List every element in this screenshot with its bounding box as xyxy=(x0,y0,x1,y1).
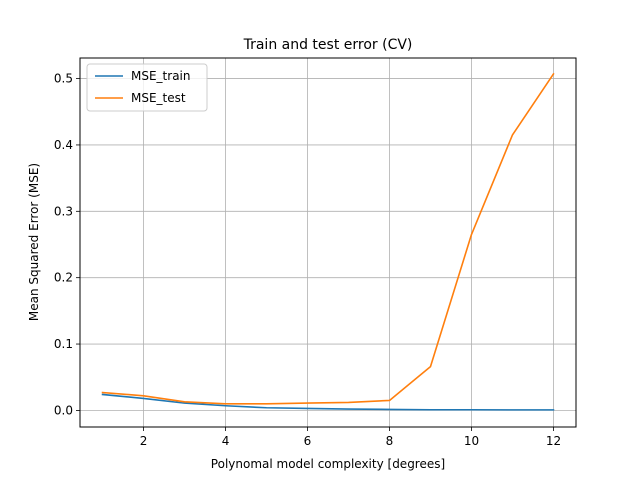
y-tick-label: 0.0 xyxy=(54,403,73,417)
legend-label-mse-train: MSE_train xyxy=(131,69,190,83)
x-tick-label: 4 xyxy=(222,434,230,448)
x-tick-label: 8 xyxy=(386,434,394,448)
y-tick-label: 0.3 xyxy=(54,204,73,218)
series-line-mse-train xyxy=(101,393,555,411)
legend-label-mse-test: MSE_test xyxy=(131,91,186,105)
series-line-mse-test xyxy=(101,72,555,405)
x-tick-label: 2 xyxy=(140,434,148,448)
data-series xyxy=(101,72,555,411)
y-tick-label: 0.1 xyxy=(54,337,73,351)
x-tick-label: 12 xyxy=(546,434,561,448)
legend: MSE_train MSE_test xyxy=(86,63,208,112)
grid-lines xyxy=(80,58,576,427)
y-tick-label: 0.4 xyxy=(54,138,73,152)
x-tick-label: 6 xyxy=(304,434,312,448)
plot-frame xyxy=(79,57,577,428)
y-tick-label: 0.5 xyxy=(54,72,73,86)
chart-title: Train and test error (CV) xyxy=(243,37,413,53)
x-tick-label: 10 xyxy=(464,434,479,448)
axis-ticks: 2 4 6 8 10 12 0.0 0.1 0.2 0.3 0.4 0.5 xyxy=(54,72,561,448)
y-tick-label: 0.2 xyxy=(54,271,73,285)
y-axis-label: Mean Squared Error (MSE) xyxy=(27,163,41,321)
x-axis-label: Polynomal model complexity [degrees] xyxy=(211,457,445,471)
